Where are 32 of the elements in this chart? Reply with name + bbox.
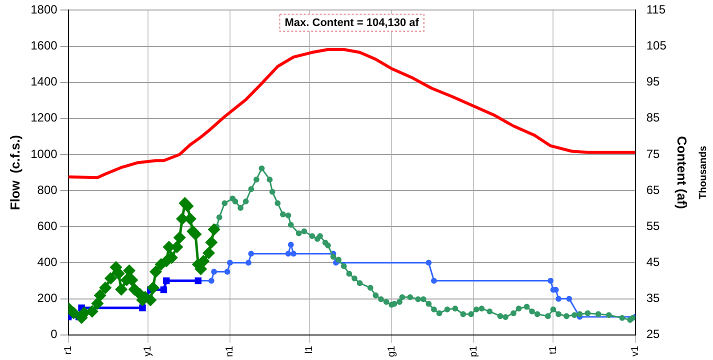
x-tick-label: l1 xyxy=(304,345,316,354)
x-tick-label: g1 xyxy=(386,345,398,357)
y-tick-label: 1800 xyxy=(30,2,58,17)
y-axis-title: Flow (c.f.s.) xyxy=(7,134,22,210)
y2-tick-label: 115 xyxy=(646,2,666,17)
y-tick-label: 400 xyxy=(37,255,58,270)
y-tick-label: 800 xyxy=(37,182,58,197)
y2-tick-label: 75 xyxy=(646,146,660,161)
y2-tick-label: 85 xyxy=(646,110,660,125)
annotation: Max. Content = 104,130 af xyxy=(284,17,420,30)
y-tick-label: 1600 xyxy=(30,38,58,53)
y2-tick-label: 65 xyxy=(646,182,660,197)
y-tick-label: 600 xyxy=(37,218,58,233)
text: Thousands xyxy=(698,145,709,200)
x-tick-label: y1 xyxy=(142,345,154,356)
y2-tick-label: 45 xyxy=(646,255,660,270)
x-tick-label: n1 xyxy=(224,345,236,357)
y-tick-label: 0 xyxy=(50,327,58,342)
y2-tick-label: 55 xyxy=(646,218,660,233)
y2-tick-label: 25 xyxy=(646,327,660,342)
y-tick-label: 1000 xyxy=(30,146,58,161)
x-tick-label: t1 xyxy=(548,345,559,354)
y2-axis-title: Content (af) xyxy=(674,136,690,210)
y-tick-label: 200 xyxy=(37,291,58,306)
y2-tick-label: 105 xyxy=(646,38,667,53)
y2-tick-label: 35 xyxy=(646,291,660,306)
x-tick-label: p1 xyxy=(468,345,480,357)
x-tick-label: v1 xyxy=(630,345,642,356)
y-tick-label: 1200 xyxy=(30,110,58,125)
x-tick-label: r1 xyxy=(63,345,74,355)
y-tick-label: 1400 xyxy=(30,74,58,89)
y2-tick-label: 95 xyxy=(646,74,660,89)
